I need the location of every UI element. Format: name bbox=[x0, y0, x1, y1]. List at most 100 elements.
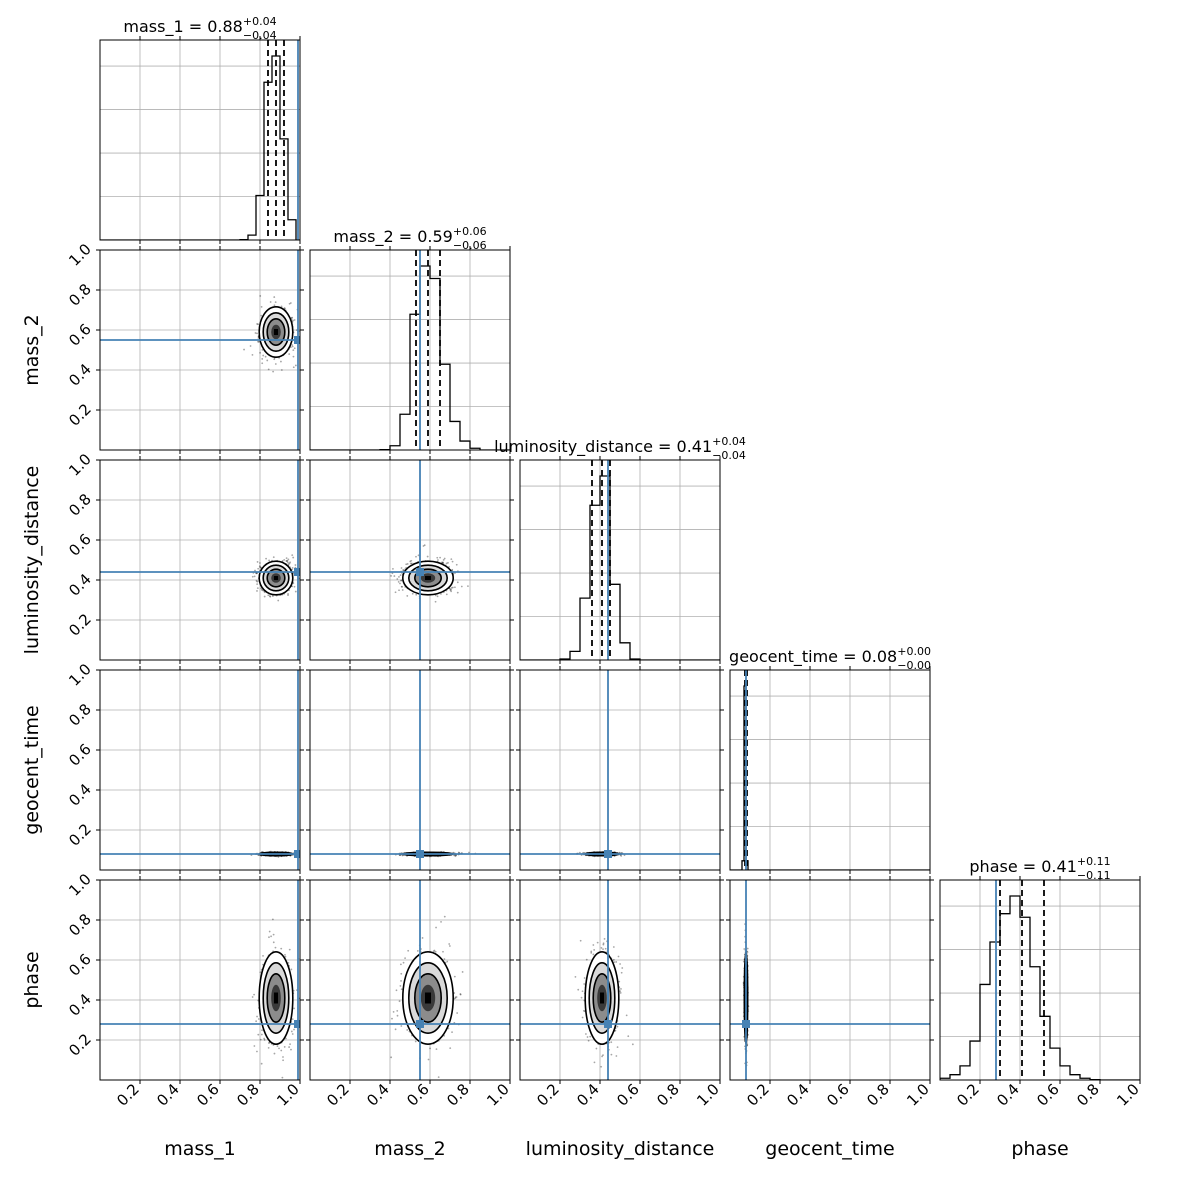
sample-point bbox=[261, 1029, 263, 1032]
sample-point bbox=[293, 347, 296, 350]
sample-point bbox=[399, 963, 402, 966]
sample-point bbox=[586, 1036, 589, 1038]
sample-point bbox=[287, 592, 289, 595]
histogram-luminosity_distance bbox=[520, 475, 720, 660]
sample-point bbox=[290, 968, 293, 971]
sample-point bbox=[268, 930, 271, 933]
x-axis-label-phase: phase bbox=[1011, 1138, 1068, 1160]
sample-point bbox=[263, 595, 266, 598]
sample-point bbox=[600, 1065, 603, 1068]
sample-point bbox=[631, 1043, 634, 1046]
density-contour-3 bbox=[266, 317, 286, 346]
sample-point bbox=[281, 1076, 284, 1079]
sample-point bbox=[396, 1009, 399, 1012]
panel-frame bbox=[309, 879, 511, 1081]
density-contour-1 bbox=[401, 950, 454, 1045]
x-tick-label: 1.0 bbox=[483, 1080, 513, 1110]
y-tick-label: 0.4 bbox=[65, 360, 95, 390]
density-contour-3 bbox=[413, 568, 442, 588]
sample-point bbox=[265, 557, 267, 560]
sample-point bbox=[590, 951, 593, 954]
sample-point bbox=[291, 566, 294, 569]
title-minus: −0.06 bbox=[453, 239, 487, 252]
density-contour-2 bbox=[262, 564, 290, 592]
sample-point bbox=[407, 949, 410, 952]
x-tick-label: 0.2 bbox=[953, 1080, 983, 1110]
y-axis-label-geocent_time: geocent_time bbox=[21, 705, 43, 834]
sample-point bbox=[267, 1046, 270, 1049]
sample-point bbox=[436, 595, 439, 598]
sample-point bbox=[627, 1035, 630, 1038]
sample-point bbox=[467, 585, 469, 587]
x-tick-label: 0.4 bbox=[993, 1080, 1023, 1110]
sample-point bbox=[268, 936, 270, 939]
sample-point bbox=[267, 594, 270, 597]
panel-frame bbox=[519, 669, 721, 871]
sample-point bbox=[291, 1018, 294, 1020]
x-tick-label: 1.0 bbox=[693, 1080, 723, 1110]
sample-point bbox=[619, 992, 622, 994]
sample-point bbox=[414, 1040, 417, 1043]
sample-point bbox=[256, 332, 258, 335]
sample-point bbox=[266, 359, 269, 362]
panel-title-mass_2: mass_2 = 0.59+0.06 −0.06 bbox=[333, 225, 486, 252]
sample-point bbox=[453, 975, 456, 978]
sample-point bbox=[426, 555, 429, 558]
title-name: geocent_time = 0.08 bbox=[729, 647, 897, 667]
sample-point bbox=[585, 958, 588, 961]
histogram-bars bbox=[520, 460, 720, 660]
density-peak bbox=[274, 329, 278, 335]
truth-marker bbox=[604, 1020, 612, 1028]
sample-point bbox=[449, 589, 452, 592]
sample-point bbox=[254, 569, 256, 572]
sample-point bbox=[450, 587, 453, 589]
sample-point bbox=[274, 946, 277, 949]
sample-point bbox=[269, 301, 272, 303]
sample-point bbox=[590, 950, 593, 953]
sample-point bbox=[251, 353, 254, 356]
density-marks bbox=[520, 670, 720, 870]
sample-point bbox=[448, 945, 451, 947]
sample-point bbox=[621, 967, 624, 969]
sample-point bbox=[422, 545, 425, 547]
sample-point bbox=[294, 364, 297, 367]
sample-point bbox=[282, 1059, 284, 1062]
sample-point bbox=[261, 362, 264, 365]
sample-point bbox=[399, 582, 401, 585]
histogram-geocent_time bbox=[730, 685, 930, 870]
sample-point bbox=[257, 567, 260, 570]
histogram-panel-mass_1: mass_1 = 0.88+0.04 −0.04 bbox=[99, 15, 301, 244]
sample-point bbox=[396, 1014, 399, 1017]
sample-point bbox=[269, 595, 272, 598]
sample-point bbox=[582, 1009, 585, 1012]
sample-point bbox=[272, 933, 275, 936]
density-contour-1 bbox=[258, 560, 294, 596]
sample-point bbox=[286, 559, 289, 562]
sample-point bbox=[396, 578, 399, 580]
sample-point bbox=[398, 1000, 401, 1003]
sample-point bbox=[257, 323, 260, 326]
sample-point bbox=[253, 1045, 256, 1047]
sample-point bbox=[595, 1047, 598, 1050]
sample-point bbox=[268, 559, 270, 562]
truth-marker bbox=[294, 568, 300, 576]
sample-point bbox=[600, 947, 603, 949]
sample-point bbox=[456, 581, 459, 584]
sample-point bbox=[260, 588, 263, 591]
x-tick-label: 0.8 bbox=[233, 1080, 263, 1110]
sample-point bbox=[617, 955, 620, 958]
sample-point bbox=[580, 996, 583, 999]
density-panel-mass_1-vs-phase: 0.2 0.4 0.6 0.8 1.0 0.2 0.4 0.6 0.8 1.0 bbox=[65, 870, 304, 1110]
sample-point bbox=[292, 355, 295, 358]
sample-point bbox=[397, 580, 400, 583]
title-plus: +0.06 bbox=[453, 225, 487, 238]
sample-point bbox=[618, 980, 621, 983]
sample-point bbox=[267, 368, 270, 371]
density-panel-mass_1-vs-luminosity_distance: 0.2 0.4 0.6 0.8 1.0 bbox=[65, 450, 304, 664]
sample-point bbox=[620, 971, 623, 974]
sample-point bbox=[612, 958, 615, 961]
sample-point bbox=[257, 340, 260, 343]
sample-point bbox=[283, 307, 286, 309]
sample-point bbox=[579, 939, 582, 942]
sample-point bbox=[259, 295, 262, 297]
